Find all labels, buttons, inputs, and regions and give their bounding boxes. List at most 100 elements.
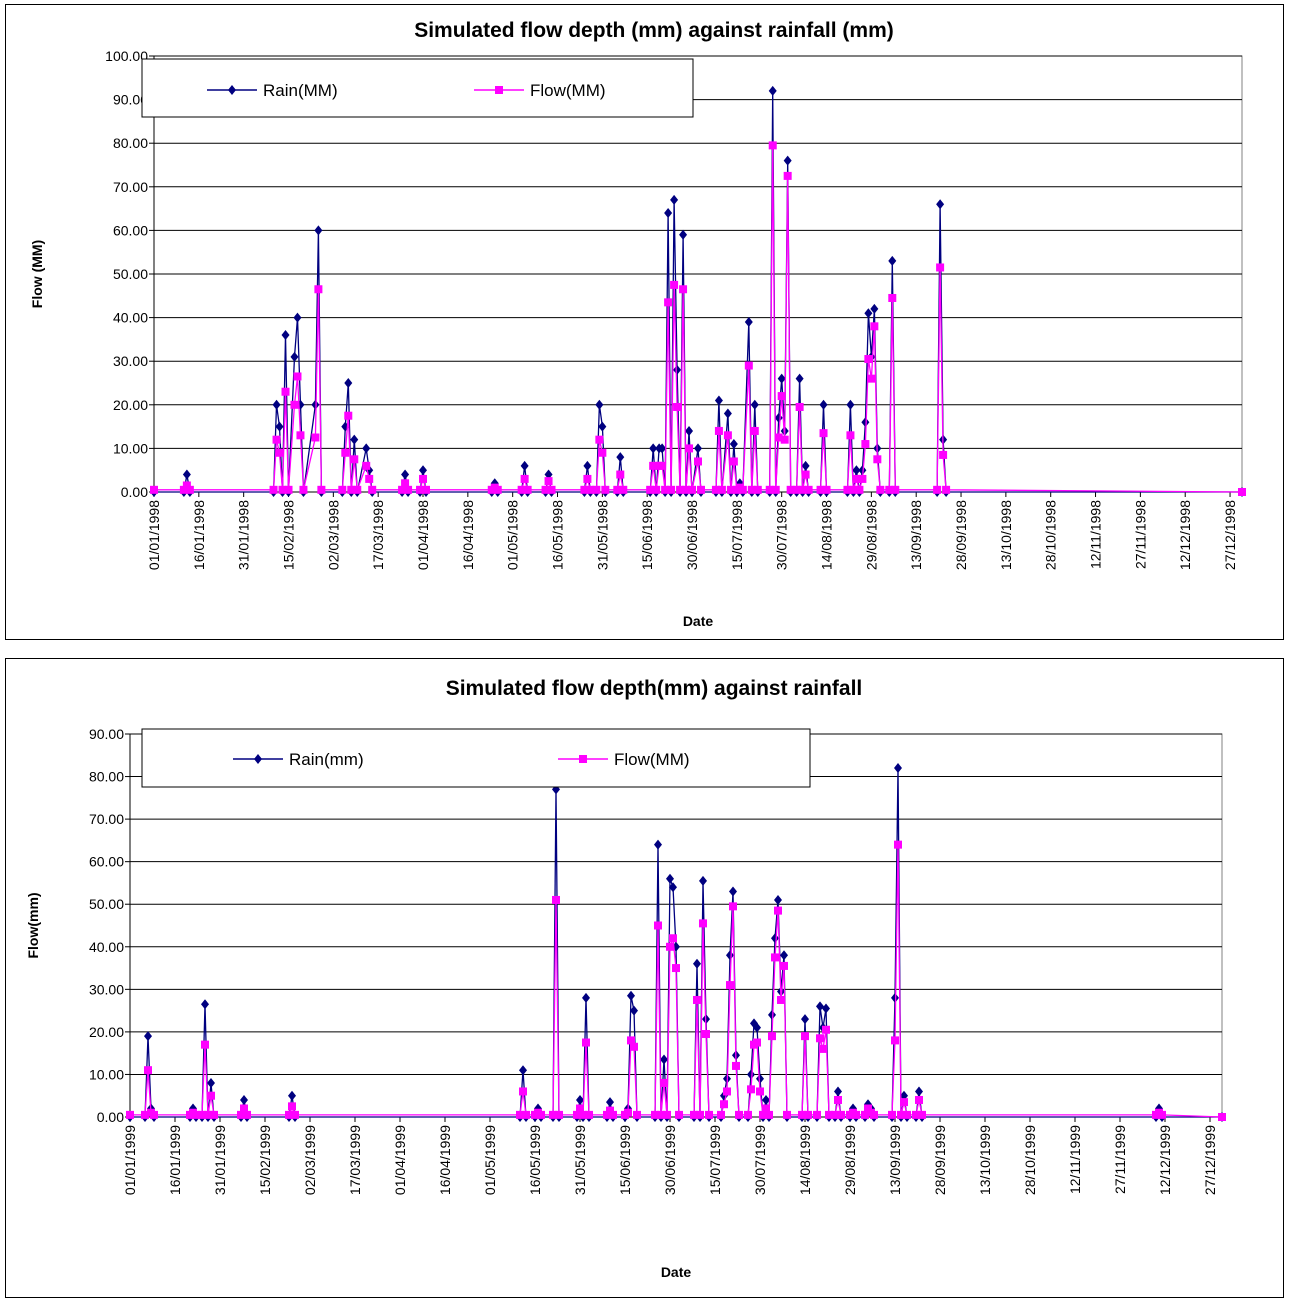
series-1-point-91 [798,485,807,494]
series-1-point-59 [670,280,679,289]
x-tick-label-14: 30/07/1999 [752,1125,768,1195]
series-1-point-75 [780,961,788,970]
series-0-point-87 [783,155,792,166]
x-tick-label-20: 28/10/1999 [1022,1125,1038,1195]
x-tick-label-7: 16/04/1998 [460,500,476,570]
series-1-point-89 [792,485,801,494]
series-1-point-48 [613,485,622,494]
series-1-point-24 [365,474,374,483]
chart-panel-1999: Simulated flow depth(mm) against rainfal… [5,658,1284,1298]
series-1-point-98 [897,1110,905,1119]
series-1-point-72 [771,953,779,962]
series-1-point-2 [144,1066,152,1075]
series-1-point-37 [624,1108,632,1117]
series-1-point-18 [341,448,350,457]
chart-1998: Simulated flow depth (mm) against rainfa… [29,19,1246,629]
series-0-point-45 [595,399,604,410]
series-1-point-37 [523,485,532,494]
series-1-point-24 [537,1110,545,1119]
series-0-point-10 [290,351,299,362]
series-1-point-45 [663,1110,671,1119]
x-tick-label-17: 13/09/1999 [887,1125,903,1195]
series-0-point-34 [606,1097,614,1108]
series-1-point-114 [939,450,948,459]
series-1-point-43 [586,485,595,494]
x-tick-label-15: 14/08/1999 [797,1125,813,1195]
series-1-point-14 [311,433,320,442]
series-1-point-17 [338,485,347,494]
y-tick-label-5: 50.00 [89,896,124,912]
chart-panel-1998: Simulated flow depth (mm) against rainfa… [5,4,1284,640]
series-1-point-73 [774,906,782,915]
series-0-point-72 [771,933,779,944]
series-1-point-92 [864,1104,872,1113]
series-1-point-54 [702,1030,710,1039]
series-1-point-56 [717,1110,725,1119]
series-0-point-47 [669,882,677,893]
series-1-point-116 [1238,488,1246,496]
series-0-point-103 [861,417,870,428]
x-tick-label-5: 17/03/1998 [370,500,386,570]
series-1-point-101 [855,485,864,494]
series-1-point-103 [918,1110,926,1119]
x-tick-label-21: 12/11/1999 [1067,1125,1083,1194]
x-tick-label-12: 30/06/1999 [662,1125,678,1195]
series-1-point-21 [522,1110,530,1119]
y-axis-title: Flow(mm) [25,892,41,958]
series-0-point-53 [699,875,707,886]
series-0-point-73 [774,894,782,905]
series-1-point-58 [723,1087,731,1096]
series-1-point-15 [314,285,323,294]
x-tick-label-18: 28/09/1999 [932,1125,948,1195]
series-1-point-53 [699,919,707,928]
series-0-point-85 [777,373,786,384]
x-tick-label-19: 13/10/1999 [977,1125,993,1195]
series-0-point-2 [182,469,191,480]
series-1-point-87 [783,171,792,180]
series-1-point-58 [667,485,676,494]
series-1-point-18 [291,1110,299,1119]
x-tick-label-8: 01/05/1999 [482,1125,498,1195]
chart-1999: Simulated flow depth(mm) against rainfal… [25,677,1226,1280]
legend-box [141,728,811,788]
series-1-point-112 [933,485,942,494]
series-0-point-36 [520,460,529,471]
series-1-point-46 [598,448,607,457]
series-1-point-94 [816,485,825,494]
series-0-point-79 [750,399,759,410]
y-tick-label-0: 0.00 [121,484,148,500]
y-tick-label-1: 10.00 [89,1066,124,1082]
series-0-point-69 [714,395,723,406]
x-tick-label-10: 31/05/1999 [572,1125,588,1195]
series-0-point-42 [654,839,662,850]
series-1-point-44 [592,485,601,494]
series-1-point-61 [676,485,685,494]
series-0-point-60 [673,364,682,375]
series-0-point-95 [819,399,828,410]
series-1-point-100 [852,474,861,483]
series-1-point-4 [150,1110,158,1119]
series-1-point-103 [861,440,870,449]
series-1-point-57 [664,298,673,307]
series-0-point-49 [616,452,625,463]
x-tick-label-14: 30/07/1998 [774,500,790,570]
y-axis-title: Flow (MM) [29,240,45,308]
series-1-point-77 [798,1110,806,1119]
series-1-point-46 [666,942,674,951]
series-1-point-49 [616,470,625,479]
series-1-point-33 [603,1110,611,1119]
series-0-point-100 [852,465,861,476]
series-1-point-6 [275,448,284,457]
series-1-point-47 [669,934,677,943]
series-1-point-28 [573,1110,581,1119]
y-tick-label-6: 60.00 [89,854,124,870]
series-1-point-55 [705,1110,713,1119]
series-1-point-60 [729,902,737,911]
series-1-point-102 [858,474,867,483]
x-tick-label-22: 27/11/1999 [1112,1125,1128,1194]
series-1-point-57 [720,1100,728,1109]
series-1-point-100 [903,1110,911,1119]
series-1-point-8 [198,1110,206,1119]
series-1-point-109 [885,485,894,494]
series-1-point-34 [606,1106,614,1115]
